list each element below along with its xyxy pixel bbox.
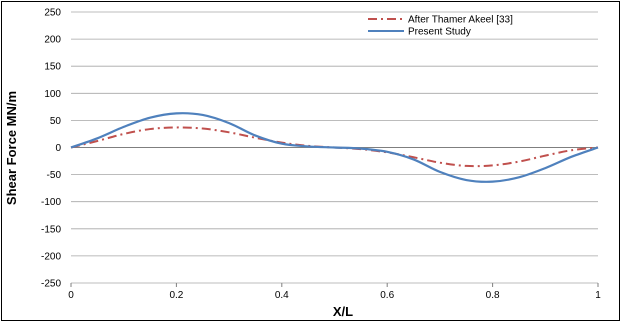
- y-tick-label: 0: [55, 143, 61, 154]
- series-line-1: [70, 112, 599, 183]
- legend-label-0: After Thamer Akeel [33]: [408, 15, 513, 26]
- x-tick-label: 0.2: [169, 290, 183, 301]
- y-tick-label: -50: [47, 170, 62, 181]
- y-tick-label: -250: [41, 279, 61, 290]
- x-axis-title: X/L: [333, 304, 353, 319]
- x-tick-label: 0.6: [380, 290, 394, 301]
- y-axis-title: Shear Force MN/m: [4, 91, 19, 205]
- y-tick-label: 200: [44, 35, 61, 46]
- x-tick-label: 0: [68, 290, 74, 301]
- y-tick-label: -150: [41, 224, 61, 235]
- y-tick-label: 100: [44, 89, 61, 100]
- legend-label-1: Present Study: [408, 27, 471, 38]
- y-tick-label: 50: [50, 116, 62, 127]
- y-tick-labels: 250 200 150 100 50 0 -50 -100 -150 -200 -250: [41, 8, 61, 290]
- y-tick-label: -100: [41, 197, 61, 208]
- legend: After Thamer Akeel [33]Present Study: [368, 15, 513, 38]
- x-tick-label: 0.8: [486, 290, 500, 301]
- x-tick-label: 0.4: [275, 290, 289, 301]
- series-lines: [70, 112, 599, 183]
- y-tick-label: -200: [41, 251, 61, 262]
- y-tick-label: 150: [44, 62, 61, 73]
- x-tick-labels: 0 0.2 0.4 0.6 0.8 1: [68, 283, 601, 301]
- y-tick-label: 250: [44, 8, 61, 19]
- x-tick-label: 1: [595, 290, 601, 301]
